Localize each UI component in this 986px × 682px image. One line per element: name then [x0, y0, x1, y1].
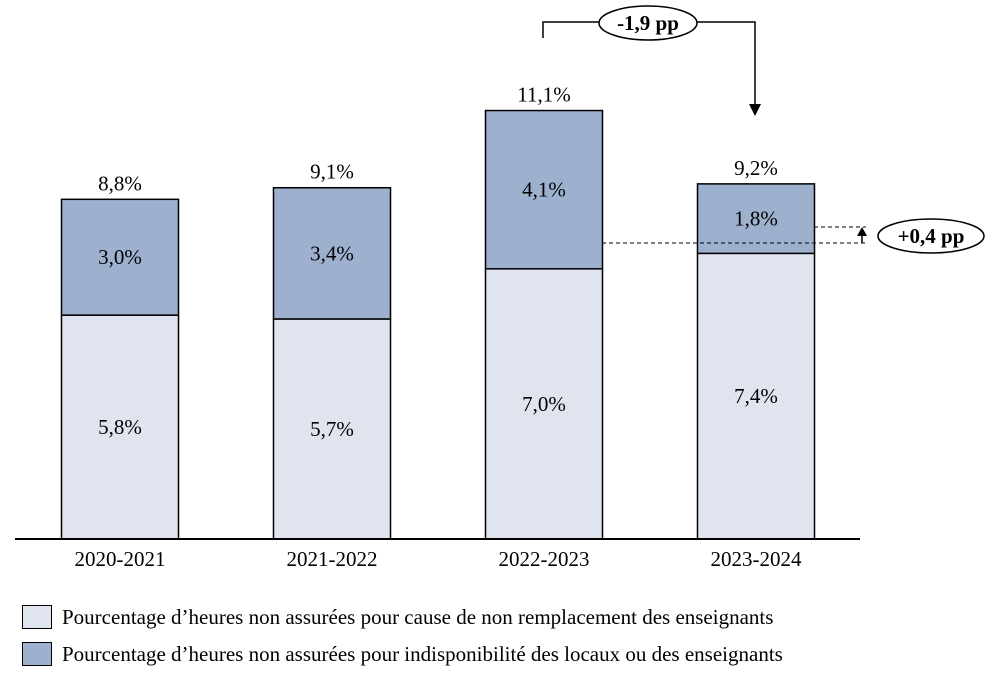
legend-label-series-2: Pourcentage d’heures non assurées pour i…: [62, 641, 783, 666]
data-label-series-2-2021-2022: 3,4%: [310, 241, 354, 265]
data-label-series-1-2022-2023: 7,0%: [522, 392, 566, 416]
annotations-group: -1,9 pp +0,4 pp: [542, 5, 985, 254]
total-label-2020-2021: 8,8%: [98, 171, 142, 195]
legend: Pourcentage d’heures non assurées pour c…: [22, 603, 783, 677]
legend-swatch-series-1: [22, 605, 52, 629]
data-label-series-2-2020-2021: 3,0%: [98, 245, 142, 269]
legend-item-series-1: Pourcentage d’heures non assurées pour c…: [22, 603, 783, 631]
total-label-2021-2022: 9,1%: [310, 160, 354, 184]
total-label-2022-2023: 11,1%: [517, 83, 570, 107]
annotation-base-arrowhead: [857, 227, 867, 236]
legend-label-series-1: Pourcentage d’heures non assurées pour c…: [62, 604, 774, 629]
legend-swatch-series-2: [22, 642, 52, 666]
bar-segment-series-2-2022-2023: [484, 109, 604, 270]
x-tick-label-2021-2022: 2021-2022: [287, 547, 378, 571]
bar-segment-series-2-2020-2021: [60, 198, 180, 316]
data-label-series-1-2023-2024: 7,4%: [734, 384, 778, 408]
annotation-total-label: -1,9 pp: [617, 11, 679, 35]
annotation-total-connector: [542, 21, 756, 104]
x-tick-label-2023-2024: 2023-2024: [711, 547, 802, 571]
data-label-series-1-2021-2022: 5,7%: [310, 417, 354, 441]
data-label-series-1-2020-2021: 5,8%: [98, 415, 142, 439]
bars-group: 5,8% 3,0% 8,8% 5,7% 3,4% 9,1% 7,0% 4,1% 11,1% 7,4…: [60, 83, 816, 540]
total-label-2023-2024: 9,2%: [734, 156, 778, 180]
x-tick-labels: 2020-2021 2021-2022 2022-2023 2023-2024: [75, 547, 802, 571]
x-tick-label-2022-2023: 2022-2023: [499, 547, 590, 571]
data-label-series-2-2022-2023: 4,1%: [522, 178, 566, 202]
annotation-base-label: +0,4 pp: [898, 224, 965, 248]
annotation-total-arrowhead: [749, 104, 761, 116]
data-label-series-2-2023-2024: 1,8%: [734, 207, 778, 231]
annotation-base-badge: [877, 218, 985, 254]
bar-segment-series-1-2020-2021: [60, 314, 180, 540]
bar-segment-series-2-2023-2024: [696, 183, 816, 255]
legend-item-series-2: Pourcentage d’heures non assurées pour i…: [22, 640, 783, 668]
bar-segment-series-2-2021-2022: [272, 186, 392, 320]
annotation-total-badge: [598, 5, 698, 41]
bar-segment-series-1-2022-2023: [484, 268, 604, 540]
x-tick-label-2020-2021: 2020-2021: [75, 547, 166, 571]
